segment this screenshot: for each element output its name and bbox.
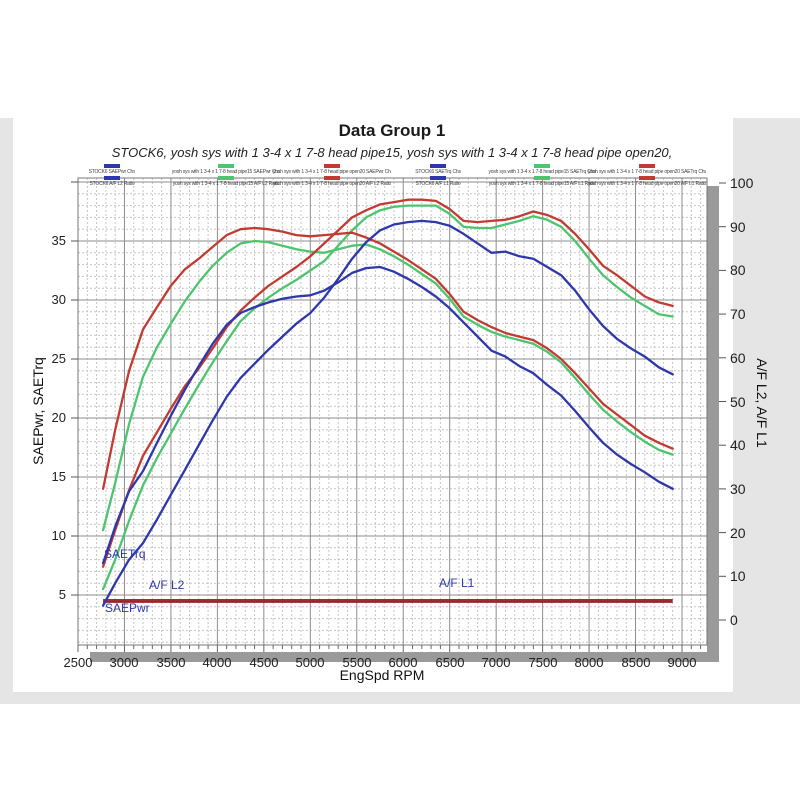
legend-text-line2: yosh sys with 1 3-4 x 1 7-8 head pipe op… <box>273 181 391 187</box>
axis-tick-marks <box>71 181 726 652</box>
chart-title: Data Group 1 <box>338 121 446 140</box>
x-tick-label: 2500 <box>63 655 93 670</box>
y-right-tick-label: 30 <box>730 481 746 497</box>
x-tick-label: 8000 <box>574 655 604 670</box>
legend-marker-icon <box>324 176 340 180</box>
x-tick-label: 8500 <box>621 655 651 670</box>
y-left-tick-label: 35 <box>51 233 66 248</box>
y-right-tick-label: 10 <box>730 568 746 584</box>
legend-marker-icon <box>533 164 550 168</box>
x-tick-label: 4500 <box>249 655 279 670</box>
plot-shadow-bottom <box>90 652 719 662</box>
legend-marker-icon <box>429 164 446 168</box>
legend-text-line1: STOCK6 SAETrq Chs <box>415 169 461 175</box>
legend-text-line2: yosh sys with 1 3-4 x 1 7-8 head pipe15 … <box>488 181 596 187</box>
curve-label-saepwr: SAEPwr <box>105 601 150 615</box>
y-right-tick-label: 0 <box>730 612 738 628</box>
legend-marker-icon <box>104 176 120 180</box>
y-right-tick-label: 20 <box>730 525 746 541</box>
y-left-tick-label: 30 <box>51 292 66 307</box>
x-tick-label: 5000 <box>295 655 325 670</box>
y-right-tick-label: 60 <box>730 350 746 366</box>
plot-border <box>77 177 708 646</box>
x-axis-title: EngSpd RPM <box>339 667 425 683</box>
x-tick-label: 6000 <box>388 655 418 670</box>
legend-item-6: yosh sys with 1 3-4 x 1 7-8 head pipe op… <box>587 164 707 187</box>
legend-marker-icon <box>218 176 234 180</box>
y-left-tick-label: 10 <box>51 528 66 543</box>
dyno-curves <box>101 198 674 607</box>
legend-text-line1: yosh sys with 1 3-4 x 1 7-8 head pipe15 … <box>171 169 281 175</box>
curve-label-af_l1: A/F L1 <box>439 576 475 590</box>
legend-item-1: STOCK6 SAEPwr Chs STOCK6 A/F L2 Ratio <box>52 164 172 187</box>
legend: STOCK6 SAEPwr Chs STOCK6 A/F L2 Ratio yosh… <box>0 164 800 194</box>
legend-marker-icon <box>430 176 446 180</box>
series-stock6_pwr-line <box>101 219 674 607</box>
y-left-tick-label: 5 <box>58 587 66 602</box>
legend-text-line1: STOCK6 SAEPwr Chs <box>88 169 136 175</box>
series-stock6_trq-line <box>101 265 674 565</box>
y-left-tick-label: 25 <box>51 351 66 366</box>
legend-item-4: STOCK6 SAETrq Chs STOCK6 A/F L1 Ratio <box>378 164 498 187</box>
x-tick-label: 6500 <box>435 655 465 670</box>
x-tick-label: 7500 <box>528 655 558 670</box>
y-right-tick-label: 90 <box>730 219 746 235</box>
x-tick-label: 3000 <box>109 655 139 670</box>
y-left-tick-label: 20 <box>51 410 66 425</box>
y-left-tick-label: 15 <box>51 469 66 484</box>
curve-label-af_l2: A/F L2 <box>149 578 185 592</box>
legend-marker-icon <box>639 164 655 168</box>
legend-text-line2: STOCK6 A/F L2 Ratio <box>89 181 135 187</box>
y-right-tick-label: 100 <box>730 175 754 191</box>
legend-marker-icon <box>324 164 340 168</box>
x-tick-label: 3500 <box>156 655 186 670</box>
x-tick-label: 5500 <box>342 655 372 670</box>
legend-marker-icon <box>218 164 234 168</box>
legend-text-line1: yosh sys with 1 3-4 x 1 7-8 head pipe15 … <box>488 169 596 175</box>
y-right-tick-label: 50 <box>730 394 746 410</box>
legend-marker-icon <box>534 176 550 180</box>
plot-shadow-right <box>707 186 719 652</box>
y-right-tick-label: 80 <box>730 262 746 278</box>
legend-text-line2: yosh sys with 1 3-4 x 1 7-8 head pipe15 … <box>172 181 280 187</box>
legend-text-line2: STOCK6 A/F L1 Ratio <box>415 181 461 187</box>
legend-marker-icon <box>639 176 655 180</box>
y-right-tick-label: 70 <box>730 306 746 322</box>
series-pipe15_trq-line <box>101 239 674 532</box>
legend-text-line2: yosh sys with 1 3-4 x 1 7-8 head pipe op… <box>588 181 706 187</box>
x-tick-label: 7000 <box>481 655 511 670</box>
y-right-tick-label: 40 <box>730 437 746 453</box>
legend-text-line1: yosh sys with 1 3-4 x 1 7-8 head pipe op… <box>588 169 706 175</box>
legend-text-line1: yosh sys with 1 3-4 x 1 7-8 head pipe op… <box>273 169 391 175</box>
legend-item-3: yosh sys with 1 3-4 x 1 7-8 head pipe op… <box>272 164 392 187</box>
grid-major-lines <box>77 178 707 645</box>
curve-label-saetrq: SAETrq <box>104 547 146 561</box>
legend-item-2: yosh sys with 1 3-4 x 1 7-8 head pipe15 … <box>166 164 286 187</box>
series-pipe15_pwr-line <box>101 204 674 591</box>
chart-subtitle: STOCK6, yosh sys with 1 3-4 x 1 7-8 head… <box>111 145 673 160</box>
series-open20_trq-line <box>101 226 674 490</box>
legend-marker-icon <box>104 164 120 168</box>
x-tick-label: 9000 <box>667 655 697 670</box>
legend-item-5: yosh sys with 1 3-4 x 1 7-8 head pipe15 … <box>482 164 602 187</box>
x-tick-label: 4000 <box>202 655 232 670</box>
